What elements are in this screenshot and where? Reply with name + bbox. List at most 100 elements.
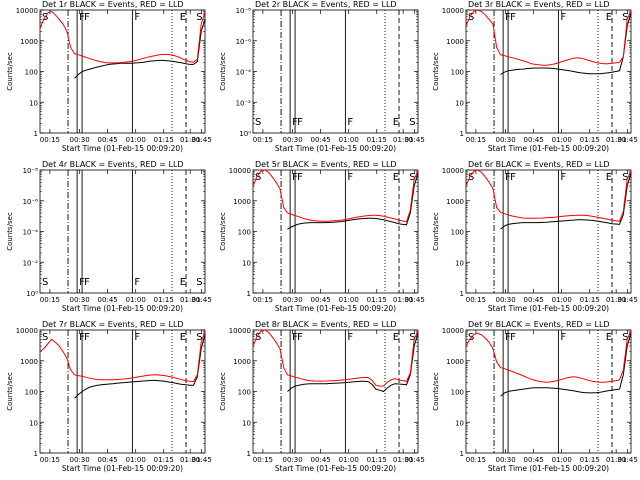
x-tick-label: 01:45 xyxy=(618,456,638,464)
y-tick-label: 10000 xyxy=(16,7,38,15)
x-tick-label: 01:15 xyxy=(367,456,387,464)
x-tick-label: 00:45 xyxy=(98,456,118,464)
y-axis-label: Counts/sec xyxy=(6,52,14,91)
chart-title: Det 7r BLACK = Events, RED = LLD xyxy=(42,320,184,329)
plot-frame xyxy=(39,9,206,134)
y-tick-label: 10⁻⁴ xyxy=(23,229,39,237)
x-tick-label: 01:30 xyxy=(606,296,626,304)
event-marker-label: F xyxy=(347,117,353,128)
y-tick-label: 10⁰ xyxy=(26,290,38,298)
x-tick-label: 01:15 xyxy=(154,136,174,144)
plot-frame xyxy=(39,329,206,454)
chart-title: Det 5r BLACK = Events, RED = LLD xyxy=(255,160,397,169)
chart-svg: Det 8r BLACK = Events, RED = LLD 1 10 100 10… xyxy=(219,320,425,473)
x-tick-label: 01:15 xyxy=(580,136,600,144)
event-marker-label: E xyxy=(606,172,612,183)
lld-series-line xyxy=(39,10,206,64)
x-tick-label: 01:30 xyxy=(606,136,626,144)
x-tick-label: 00:30 xyxy=(283,296,303,304)
y-tick-label: 100 xyxy=(451,229,464,237)
x-tick-label: 00:45 xyxy=(524,136,544,144)
x-tick-label: 01:45 xyxy=(405,296,425,304)
y-tick-label: 10⁰ xyxy=(239,130,251,138)
y-axis-label: Counts/sec xyxy=(219,212,227,251)
y-axis-label: Counts/sec xyxy=(219,52,227,91)
x-axis-label: Start Time (01-Feb-15 00:09:20) xyxy=(488,464,609,473)
x-tick-label: 00:30 xyxy=(283,456,303,464)
x-tick-label: 00:15 xyxy=(253,296,273,304)
y-axis-label: Counts/sec xyxy=(219,372,227,411)
event-marker-label: F xyxy=(560,332,566,343)
event-marker-label: E xyxy=(393,332,399,343)
event-marker-label: F xyxy=(84,12,90,23)
lld-series-line xyxy=(252,169,419,223)
y-tick-label: 10⁻⁶ xyxy=(236,38,252,46)
y-axis-label: Counts/sec xyxy=(432,372,440,411)
event-marker-label: S xyxy=(196,12,202,23)
x-tick-label: 01:00 xyxy=(339,296,359,304)
detector-panel: Det 2r BLACK = Events, RED = LLD 10⁰ 10⁻² 1… xyxy=(213,0,426,160)
y-tick-label: 1000 xyxy=(20,358,38,366)
chart-svg: Det 7r BLACK = Events, RED = LLD 1 10 100 10… xyxy=(6,320,212,473)
event-marker-label: F xyxy=(134,332,140,343)
lld-series-line xyxy=(465,169,632,222)
x-tick-label: 01:30 xyxy=(393,296,413,304)
x-tick-label: 01:30 xyxy=(606,456,626,464)
detector-panel: Det 1r BLACK = Events, RED = LLD 1 10 100 10… xyxy=(0,0,213,160)
y-tick-label: 100 xyxy=(238,229,251,237)
chart-svg: Det 1r BLACK = Events, RED = LLD 1 10 100 10… xyxy=(6,0,212,153)
y-tick-label: 1000 xyxy=(233,358,251,366)
plot-frame xyxy=(252,329,419,454)
chart-title: Det 6r BLACK = Events, RED = LLD xyxy=(468,160,610,169)
y-tick-label: 10000 xyxy=(442,167,464,175)
y-tick-label: 10⁻² xyxy=(23,259,39,267)
detector-panel: Det 4r BLACK = Events, RED = LLD 10⁰ 10⁻² 1… xyxy=(0,160,213,320)
x-tick-label: 01:00 xyxy=(126,456,146,464)
y-tick-label: 1000 xyxy=(446,358,464,366)
x-axis-label: Start Time (01-Feb-15 00:09:20) xyxy=(275,464,396,473)
x-tick-label: 01:15 xyxy=(367,296,387,304)
y-tick-label: 1 xyxy=(247,290,251,298)
event-marker-label: S xyxy=(409,332,415,343)
x-tick-label: 00:30 xyxy=(70,136,90,144)
y-tick-label: 10000 xyxy=(229,167,251,175)
x-tick-label: 01:15 xyxy=(154,456,174,464)
chart-title: Det 4r BLACK = Events, RED = LLD xyxy=(42,160,184,169)
chart-svg: Det 3r BLACK = Events, RED = LLD 1 10 100 10… xyxy=(432,0,638,153)
y-tick-label: 1000 xyxy=(446,198,464,206)
x-tick-label: 01:30 xyxy=(180,456,200,464)
lld-series-line xyxy=(252,329,419,387)
y-tick-label: 1000 xyxy=(446,38,464,46)
event-marker-label: S xyxy=(622,172,628,183)
x-tick-label: 00:15 xyxy=(40,456,60,464)
chart-svg: Det 2r BLACK = Events, RED = LLD 10⁰ 10⁻² 1… xyxy=(219,0,425,153)
y-tick-label: 100 xyxy=(238,389,251,397)
event-marker-label: S xyxy=(255,172,261,183)
events-series-line xyxy=(74,334,206,399)
y-tick-label: 10 xyxy=(455,419,464,427)
chart-svg: Det 6r BLACK = Events, RED = LLD 1 10 100 10… xyxy=(432,160,638,313)
event-marker-label: S xyxy=(468,172,474,183)
event-marker-label: S xyxy=(196,332,202,343)
y-axis-label: Counts/sec xyxy=(432,52,440,91)
event-marker-label: E xyxy=(180,277,186,288)
x-tick-label: 01:00 xyxy=(552,456,572,464)
y-tick-label: 1 xyxy=(34,130,38,138)
y-tick-label: 10⁻² xyxy=(236,99,252,107)
x-tick-label: 00:30 xyxy=(70,296,90,304)
y-tick-label: 100 xyxy=(451,69,464,77)
y-axis-label: Counts/sec xyxy=(432,212,440,251)
y-tick-label: 10000 xyxy=(229,327,251,335)
y-axis-label: Counts/sec xyxy=(6,372,14,411)
y-tick-label: 1 xyxy=(34,450,38,458)
plot-frame xyxy=(39,169,206,294)
y-tick-label: 1000 xyxy=(233,198,251,206)
y-tick-label: 10⁻⁸ xyxy=(236,7,252,15)
event-marker-label: F xyxy=(134,277,140,288)
event-marker-label: E xyxy=(606,12,612,23)
event-marker-label: F xyxy=(297,172,303,183)
y-tick-label: 1 xyxy=(460,130,464,138)
x-tick-label: 00:15 xyxy=(253,136,273,144)
x-tick-label: 01:15 xyxy=(580,296,600,304)
